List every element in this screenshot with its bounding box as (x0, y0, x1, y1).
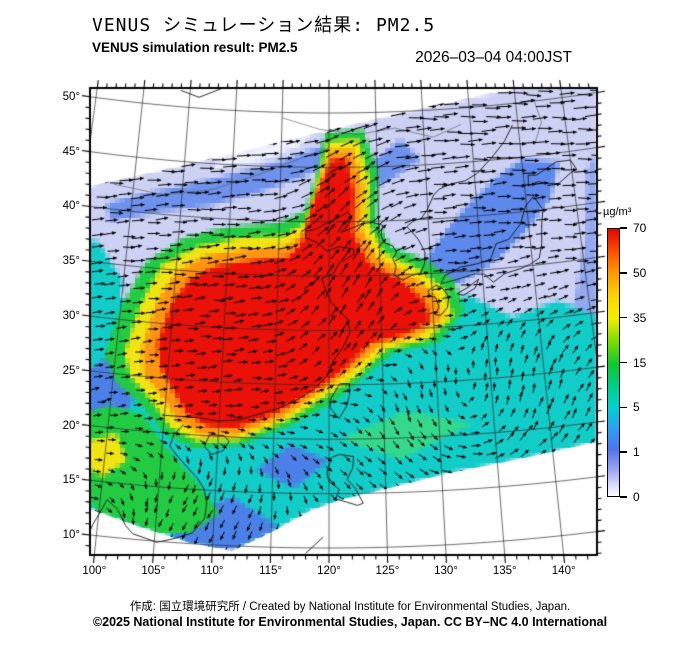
y-axis-tick-label: 10° (62, 528, 80, 541)
y-axis-tick-label: 30° (62, 310, 80, 323)
colorbar-tick-label: 70 (633, 221, 647, 235)
colorbar-tick-mark (620, 272, 627, 274)
x-axis-tick-label: 100° (82, 565, 107, 577)
x-axis-tick-label: 110° (200, 565, 224, 577)
colorbar-tick-label: 50 (633, 265, 647, 280)
colorbar-tick-mark (620, 496, 627, 498)
y-axis-tick-label: 25° (62, 364, 80, 377)
colorbar (607, 228, 620, 497)
colorbar-tick-mark (620, 406, 627, 409)
y-axis-tick-label: 40° (62, 200, 80, 213)
x-axis-tick-label: 125° (375, 565, 400, 577)
colorbar-tick-mark (620, 361, 627, 364)
colorbar-tick-label: 35 (633, 310, 647, 325)
x-axis-tick-label: 135° (492, 565, 517, 577)
license-line: ©2025 National Institute for Environment… (92, 615, 608, 629)
timestamp: 2026–03–04 04:00JST (415, 49, 572, 66)
colorbar-tick-label: 1 (633, 445, 640, 460)
colorbar-tick-mark (620, 316, 627, 319)
colorbar-tick-label: 0 (633, 490, 640, 504)
y-axis-tick-label: 45° (62, 145, 80, 158)
x-axis-tick-label: 105° (141, 565, 166, 577)
x-axis-tick-label: 130° (434, 565, 458, 577)
x-axis-tick-label: 115° (259, 565, 282, 577)
y-axis-tick-label: 20° (62, 419, 80, 432)
title-japanese: VENUS シミュレーション結果: PM2.5 (92, 15, 436, 36)
colorbar-unit-label: µg/m³ (603, 206, 632, 218)
y-axis-tick-label: 50° (62, 90, 80, 103)
colorbar-tick-mark (620, 451, 627, 453)
x-axis-tick-label: 140° (551, 565, 576, 577)
colorbar-tick-label: 5 (633, 400, 640, 415)
credit-line: 作成: 国立環境研究所 / Created by National Instit… (129, 601, 571, 613)
colorbar-tick-mark (620, 227, 627, 229)
y-axis-tick-label: 15° (62, 474, 80, 487)
x-axis-tick-label: 120° (317, 565, 341, 577)
colorbar-tick-label: 15 (633, 355, 647, 370)
title-english: VENUS simulation result: PM2.5 (92, 40, 298, 55)
y-axis-tick-label: 35° (62, 255, 80, 268)
